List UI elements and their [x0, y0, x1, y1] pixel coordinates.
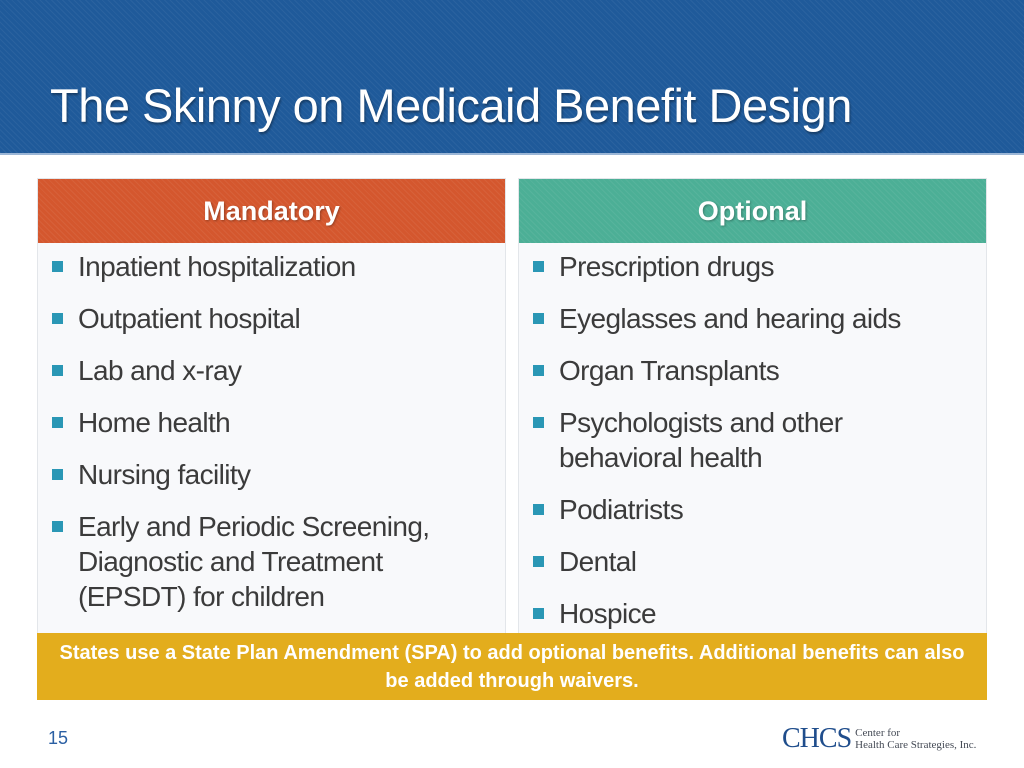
list-item: Organ Transplants [533, 353, 972, 388]
square-bullet-icon [533, 365, 544, 376]
list-item: Early and Periodic Screening, Diagnostic… [52, 509, 491, 614]
mandatory-panel: Mandatory Inpatient hospitalization Outp… [37, 178, 506, 638]
list-item-text: Nursing facility [78, 459, 251, 490]
list-item-text: Home health [78, 407, 231, 438]
square-bullet-icon [533, 504, 544, 515]
list-item: Prescription drugs [533, 249, 972, 284]
page-number: 15 [48, 728, 69, 748]
logo-line-2: Health Care Strategies, Inc. [855, 739, 977, 751]
list-item-text: Psychologists and other behavioral healt… [559, 407, 843, 473]
square-bullet-icon [533, 313, 544, 324]
square-bullet-icon [533, 608, 544, 619]
list-item: Nursing facility [52, 457, 491, 492]
square-bullet-icon [533, 417, 544, 428]
list-item-text: Podiatrists [559, 494, 684, 525]
optional-list: Prescription drugs Eyeglasses and hearin… [519, 243, 986, 631]
square-bullet-icon [52, 469, 63, 480]
list-item-text: Prescription drugs [559, 251, 774, 282]
square-bullet-icon [52, 261, 63, 272]
square-bullet-icon [52, 521, 63, 532]
list-item: Inpatient hospitalization [52, 249, 491, 284]
logo-text: Center for Health Care Strategies, Inc. [855, 727, 976, 751]
banner-text: States use a State Plan Amendment (SPA) … [59, 641, 965, 692]
square-bullet-icon [533, 556, 544, 567]
list-item-text: Hospice [559, 598, 657, 629]
square-bullet-icon [52, 365, 63, 376]
list-item-text: Dental [559, 546, 637, 577]
title-bar: The Skinny on Medicaid Benefit Design [0, 0, 1024, 155]
list-item: Psychologists and other behavioral healt… [533, 405, 972, 475]
square-bullet-icon [52, 313, 63, 324]
list-item: Dental [533, 544, 972, 579]
list-item: Hospice [533, 596, 972, 631]
list-item: Eyeglasses and hearing aids [533, 301, 972, 336]
list-item-text: Inpatient hospitalization [78, 251, 356, 282]
square-bullet-icon [52, 417, 63, 428]
chcs-logo: CHCS Center for Health Care Strategies, … [782, 724, 976, 754]
list-item-text: Outpatient hospital [78, 303, 301, 334]
list-item: Home health [52, 405, 491, 440]
list-item: Podiatrists [533, 492, 972, 527]
spa-note-banner: States use a State Plan Amendment (SPA) … [37, 633, 987, 700]
list-item-text: Lab and x-ray [78, 355, 242, 386]
list-item: Lab and x-ray [52, 353, 491, 388]
optional-panel: Optional Prescription drugs Eyeglasses a… [518, 178, 987, 638]
mandatory-list: Inpatient hospitalization Outpatient hos… [38, 243, 505, 614]
mandatory-heading: Mandatory [38, 179, 505, 243]
list-item: Outpatient hospital [52, 301, 491, 336]
square-bullet-icon [533, 261, 544, 272]
logo-mark: CHCS [782, 723, 852, 754]
list-item-text: Eyeglasses and hearing aids [559, 303, 901, 334]
list-item-text: Early and Periodic Screening, Diagnostic… [78, 511, 430, 612]
optional-heading: Optional [519, 179, 986, 243]
slide-title: The Skinny on Medicaid Benefit Design [50, 79, 852, 132]
logo-line-1: Center for [855, 727, 901, 739]
list-item-text: Organ Transplants [559, 355, 780, 386]
